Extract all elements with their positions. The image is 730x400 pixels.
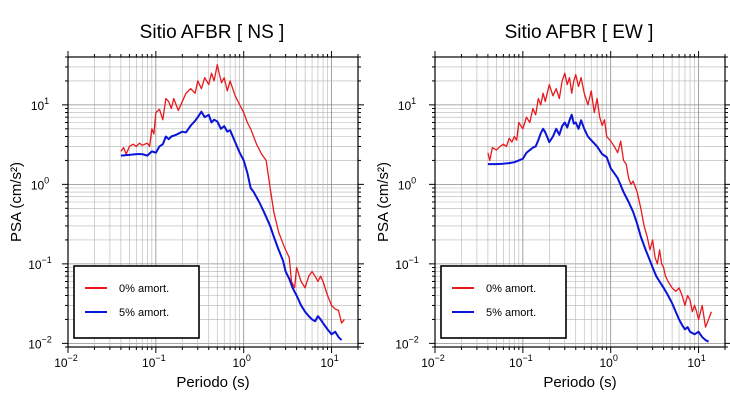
- legend-box: [73, 265, 200, 339]
- series-0pct-line: [487, 72, 713, 328]
- legend: 0% amort. 5% amort.: [73, 265, 200, 339]
- panel-ns: Sitio AFBR [ NS ] 10−2 10−1 100 101 10−2 10−1 1…: [8, 22, 364, 391]
- x-tick-label: 101: [687, 353, 705, 370]
- series-5pct-line: [487, 113, 710, 343]
- series-5pct-line: [120, 110, 343, 341]
- x-tick-label: 101: [320, 353, 338, 370]
- y-tick-label: 100: [398, 175, 416, 192]
- y-tick-label: 10−2: [395, 334, 419, 351]
- y-tick-label: 100: [31, 175, 49, 192]
- y-tick-label: 101: [31, 96, 49, 113]
- legend-label: 0% amort.: [119, 283, 169, 295]
- x-tick-label: 10−1: [509, 353, 533, 370]
- x-tick-label: 10−1: [142, 353, 166, 370]
- x-axis-label: Periodo (s): [176, 374, 249, 391]
- tick-marks: [429, 51, 730, 353]
- y-axis-label: PSA (cm/s²): [375, 162, 392, 242]
- series-0pct-line: [120, 64, 345, 324]
- panel-ew: Sitio AFBR [ EW ] 10−2 10−1 100 101 10−2 10−1 1…: [375, 22, 730, 391]
- x-axis-label: Periodo (s): [543, 374, 616, 391]
- y-tick-label: 101: [398, 96, 416, 113]
- y-tick-label: 10−1: [28, 255, 52, 272]
- legend-label: 5% amort.: [119, 307, 169, 319]
- y-tick-label: 10−1: [395, 255, 419, 272]
- y-tick-label: 10−2: [28, 334, 52, 351]
- legend-label: 5% amort.: [486, 307, 536, 319]
- legend: 0% amort. 5% amort.: [440, 265, 567, 339]
- x-tick-label: 10−2: [54, 353, 78, 370]
- chart-title: Sitio AFBR [ NS ]: [140, 22, 285, 43]
- y-axis-label: PSA (cm/s²): [8, 162, 25, 242]
- x-tick-label: 100: [233, 353, 251, 370]
- x-tick-label: 10−2: [421, 353, 445, 370]
- tick-marks: [62, 51, 364, 353]
- legend-box: [440, 265, 567, 339]
- chart-title: Sitio AFBR [ EW ]: [505, 22, 654, 43]
- legend-label: 0% amort.: [486, 283, 536, 295]
- x-tick-label: 100: [600, 353, 618, 370]
